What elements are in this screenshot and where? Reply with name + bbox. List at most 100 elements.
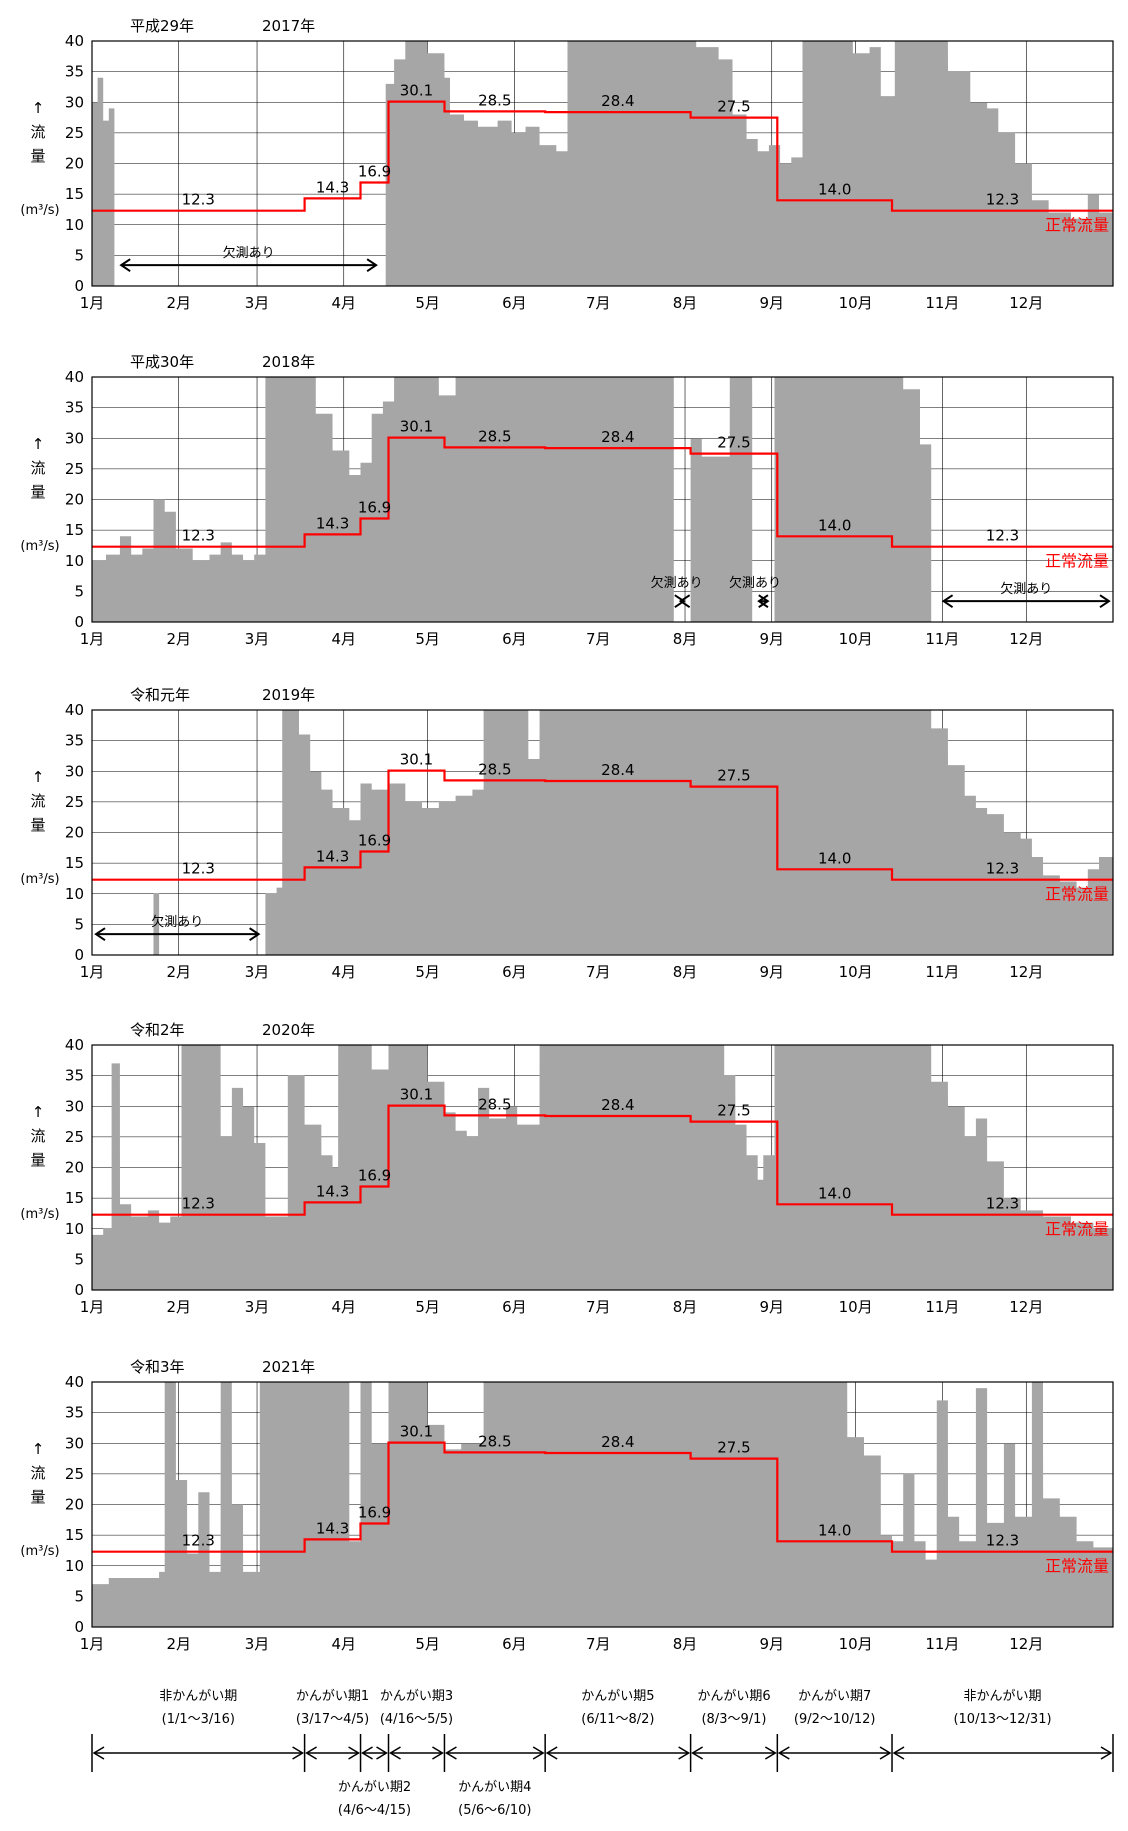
period-label: かんがい期3 — [380, 1689, 453, 1704]
period-range: (4/16～5/5) — [380, 1712, 453, 1727]
chart-title: 令和元年 — [130, 686, 190, 704]
normal-flow-step-label: 12.3 — [182, 1532, 215, 1550]
normal-flow-label: 正常流量 — [1045, 885, 1109, 904]
y-tick-label: 20 — [65, 1496, 84, 1514]
arrowhead-right-icon — [764, 1746, 777, 1760]
normal-flow-step-label: 28.5 — [478, 91, 511, 109]
normal-flow-step-label: 12.3 — [986, 860, 1019, 878]
arrowhead-right-icon — [432, 1746, 444, 1760]
chart-title: 平成29年 — [130, 17, 194, 35]
y-axis-char: 量 — [30, 816, 45, 834]
missing-data-label: 欠測あり — [729, 575, 781, 591]
x-tick-label: 9月 — [759, 963, 784, 981]
y-tick-label: 0 — [74, 613, 84, 631]
chart-panel-2: 平成30年 2018年 12.3 14.3 16.9 30.1 28.5 28.4 27.5 14… — [20, 353, 1114, 648]
normal-flow-line — [92, 1104, 1113, 1216]
x-tick-label: 8月 — [673, 1298, 698, 1316]
arrowhead-right-icon — [758, 594, 770, 609]
normal-flow-step-label: 30.1 — [400, 751, 433, 769]
arrowhead-left-icon — [691, 1746, 703, 1760]
period-label: 非かんがい期 — [159, 1689, 237, 1704]
normal-flow-step-label: 12.3 — [986, 1532, 1019, 1550]
normal-flow-step-label: 27.5 — [717, 767, 750, 785]
x-tick-label: 9月 — [759, 630, 784, 648]
x-tick-label: 10月 — [839, 1298, 873, 1316]
x-tick-label: 3月 — [245, 294, 270, 312]
normal-flow-step-label: 12.3 — [986, 527, 1019, 545]
period-label: かんがい期2 — [338, 1780, 411, 1795]
chart-title: 令和3年 — [130, 1358, 185, 1376]
x-tick-label: 11月 — [925, 630, 959, 648]
y-tick-label: 15 — [65, 521, 84, 539]
normal-flow-step-label: 12.3 — [182, 860, 215, 878]
y-tick-label: 0 — [74, 1618, 84, 1636]
normal-flow-step-label: 16.9 — [358, 1166, 391, 1184]
plot-frame — [91, 40, 1114, 287]
y-tick-label: 20 — [65, 1159, 84, 1177]
x-tick-label: 10月 — [839, 294, 873, 312]
flow-area — [690, 377, 753, 622]
x-tick-label: 4月 — [331, 1635, 356, 1653]
y-axis-arrow: ↑ — [32, 1103, 45, 1121]
x-tick-label: 2月 — [166, 630, 191, 648]
y-tick-label: 30 — [65, 93, 84, 111]
y-axis-unit: (m³/s) — [20, 1207, 59, 1222]
arrowhead-right-icon — [532, 1746, 545, 1760]
x-tick-label: 10月 — [839, 963, 873, 981]
y-axis-char: 量 — [30, 483, 45, 501]
period-range: (4/6～4/15) — [338, 1803, 411, 1818]
arrowhead-left-icon — [94, 927, 106, 942]
y-tick-label: 5 — [74, 1587, 84, 1605]
normal-flow-step-label: 28.4 — [601, 92, 634, 110]
chart-title: 令和2年 — [130, 1021, 185, 1039]
normal-flow-step-label: 28.4 — [601, 1433, 634, 1451]
x-tick-label: 3月 — [245, 963, 270, 981]
y-axis-arrow: ↑ — [32, 99, 45, 117]
normal-flow-step-label: 28.5 — [478, 427, 511, 445]
x-tick-label: 7月 — [586, 1298, 611, 1316]
y-tick-label: 5 — [74, 582, 84, 600]
y-tick-label: 40 — [65, 1036, 84, 1054]
period-label: かんがい期6 — [697, 1689, 770, 1704]
x-tick-label: 1月 — [80, 1298, 105, 1316]
x-tick-label: 4月 — [331, 294, 356, 312]
period-range: (1/1～3/16) — [162, 1712, 235, 1727]
x-tick-label: 7月 — [586, 963, 611, 981]
y-axis-unit: (m³/s) — [20, 872, 59, 887]
normal-flow-step-label: 30.1 — [400, 1423, 433, 1441]
y-tick-label: 15 — [65, 854, 84, 872]
normal-flow-step-label: 16.9 — [358, 498, 391, 516]
y-axis-unit: (m³/s) — [20, 203, 59, 218]
y-axis-char: 流 — [30, 792, 45, 810]
missing-data-label: 欠測あり — [651, 575, 703, 591]
y-axis-label: ↑ 流量 (m³/s) — [20, 768, 59, 887]
y-axis-arrow: ↑ — [32, 1440, 45, 1458]
y-tick-label: 10 — [65, 216, 84, 234]
x-tick-label: 7月 — [586, 1635, 611, 1653]
chart-title-year: 2019年 — [262, 686, 315, 704]
x-tick-label: 5月 — [415, 630, 440, 648]
normal-flow-step-label: 30.1 — [400, 418, 433, 436]
x-tick-label: 5月 — [415, 1298, 440, 1316]
arrowhead-right-icon — [678, 1746, 691, 1760]
x-tick-label: 2月 — [166, 1298, 191, 1316]
normal-flow-step-label: 28.4 — [601, 1096, 634, 1114]
period-label: かんがい期7 — [798, 1689, 871, 1704]
period-range: (9/2～10/12) — [794, 1712, 876, 1727]
x-tick-label: 8月 — [673, 963, 698, 981]
x-tick-label: 6月 — [502, 1635, 527, 1653]
plot-frame — [91, 1381, 1114, 1628]
y-tick-label: 25 — [65, 1465, 84, 1483]
x-tick-label: 5月 — [415, 294, 440, 312]
flow-area — [92, 1382, 1113, 1627]
missing-data-label: 欠測あり — [1000, 581, 1052, 597]
y-tick-label: 25 — [65, 124, 84, 142]
chart-panel-1: 平成29年 2017年 12.3 14.3 16.9 30.1 28.5 28.4 27.5 14… — [20, 17, 1114, 312]
y-tick-label: 35 — [65, 63, 84, 81]
period-label: かんがい期4 — [458, 1780, 531, 1795]
y-tick-label: 40 — [65, 368, 84, 386]
y-axis-char: 流 — [30, 459, 45, 477]
arrowhead-right-icon — [348, 1746, 360, 1760]
normal-flow-step-label: 27.5 — [717, 434, 750, 452]
arrowhead-left-icon — [777, 1746, 790, 1760]
